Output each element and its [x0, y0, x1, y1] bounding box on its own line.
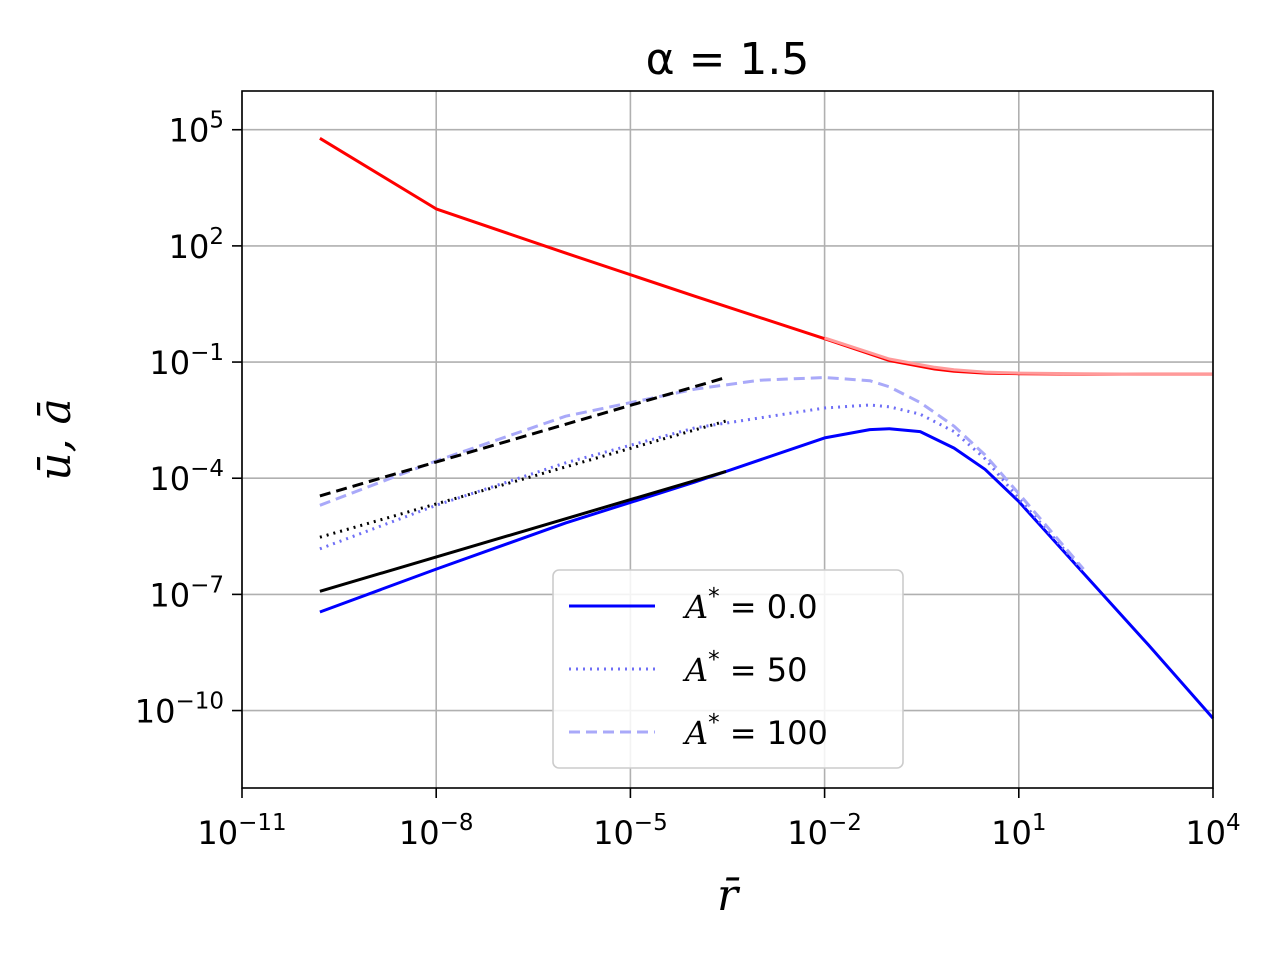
y-tick-label-exponent: 2: [209, 224, 224, 250]
legend-label: A* = 50: [682, 647, 807, 689]
y-tick-label-exponent: 5: [209, 108, 224, 134]
x-tick-label: 10−11: [197, 810, 286, 852]
x-axis-label: r̄: [717, 870, 741, 921]
legend-label: A* = 100: [682, 710, 828, 752]
x-tick-label-base: 10: [787, 814, 828, 852]
x-tick-label: 10−5: [593, 810, 668, 852]
series-group: [319, 137, 1215, 720]
plot-frame: [241, 90, 1214, 789]
series-line-6: [319, 419, 727, 539]
y-tick-label: 102: [169, 224, 224, 266]
x-tick-label-exponent: −8: [440, 810, 474, 836]
x-tick-label: 10−2: [787, 810, 862, 852]
legend-label: A* = 0.0: [682, 584, 818, 626]
y-tick-label-base: 10: [169, 228, 210, 266]
legend-label-symbol: A: [682, 714, 708, 752]
x-tick-label-exponent: −11: [238, 810, 287, 836]
y-tick-label: 10−1: [149, 340, 224, 382]
y-axis-label: ū, ā: [30, 398, 81, 481]
legend-label-value: = 50: [720, 651, 808, 689]
x-tick-label-base: 10: [197, 814, 238, 852]
x-tick-label-base: 10: [399, 814, 440, 852]
x-tick-label: 101: [991, 810, 1046, 852]
x-tick-label-exponent: −2: [828, 810, 862, 836]
x-tick-label: 104: [1185, 810, 1240, 852]
legend-box: [552, 569, 904, 769]
y-tick-label: 10−7: [149, 572, 224, 614]
y-tick-label: 10−10: [135, 689, 224, 731]
series-line-4: [319, 376, 1085, 571]
x-tick-label-base: 10: [991, 814, 1032, 852]
y-tick-label: 10−4: [149, 456, 224, 498]
x-tick-label-base: 10: [1185, 814, 1226, 852]
legend-label-symbol: A: [682, 651, 708, 689]
y-tick-label-base: 10: [149, 344, 190, 382]
y-tick-label-base: 10: [169, 112, 210, 150]
series-line-2: [319, 427, 1215, 720]
ticks: [232, 128, 1214, 798]
series-line-1: [824, 336, 1213, 376]
y-tick-label-base: 10: [135, 693, 176, 731]
y-tick-label-base: 10: [149, 460, 190, 498]
x-tick-label: 10−8: [399, 810, 474, 852]
y-tick-label-exponent: −1: [190, 340, 224, 366]
chart-title: α = 1.5: [646, 34, 810, 85]
y-tick-label-exponent: −7: [190, 572, 224, 598]
y-tick-label: 105: [169, 108, 224, 150]
y-tick-label-exponent: −10: [175, 689, 224, 715]
series-line-5: [319, 469, 727, 593]
tick-labels: 10−11 10−8 10−5 10−2 101 10410510210−110−410−…: [135, 108, 1241, 852]
legend-label-superscript: *: [708, 710, 720, 736]
y-tick-label-exponent: −4: [190, 456, 224, 482]
x-tick-label-exponent: 4: [1226, 810, 1241, 836]
legend: A* = 0.0A* = 50A* = 100: [552, 569, 904, 769]
legend-label-value: = 0.0: [720, 588, 818, 626]
x-tick-label-exponent: −5: [634, 810, 668, 836]
series-line-7: [319, 376, 727, 498]
x-tick-label-base: 10: [593, 814, 634, 852]
legend-label-symbol: A: [682, 588, 708, 626]
y-tick-label-base: 10: [149, 576, 190, 614]
legend-label-value: = 100: [720, 714, 828, 752]
legend-label-superscript: *: [708, 647, 720, 673]
legend-label-superscript: *: [708, 584, 720, 610]
x-tick-label-exponent: 1: [1032, 810, 1047, 836]
